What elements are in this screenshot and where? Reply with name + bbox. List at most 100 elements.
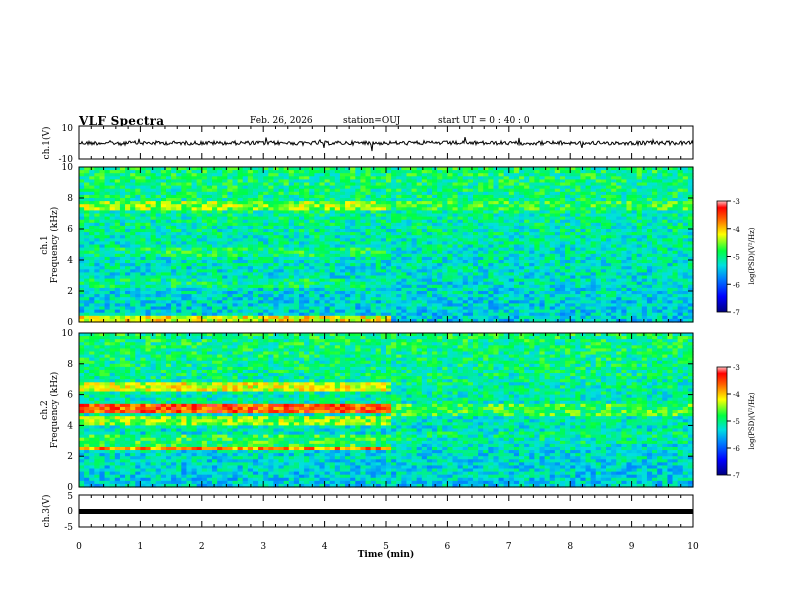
spectrogram-cell bbox=[201, 272, 208, 277]
spectrogram-cell bbox=[462, 201, 469, 205]
spectrogram-cell bbox=[421, 253, 428, 258]
spectrogram-cell bbox=[247, 213, 254, 218]
spectrogram-cell bbox=[416, 297, 423, 301]
spectrogram-cell bbox=[401, 291, 408, 295]
spectrogram-cell bbox=[401, 247, 408, 252]
spectrogram-cell bbox=[437, 300, 443, 304]
spectrogram-cell bbox=[140, 182, 147, 187]
spectrogram-cell bbox=[360, 204, 367, 208]
spectrogram-cell bbox=[370, 303, 377, 308]
spectrogram-cell bbox=[314, 207, 321, 211]
spectrogram-cell bbox=[258, 232, 264, 236]
spectrogram-cell bbox=[334, 300, 341, 304]
spectrogram-cell bbox=[140, 219, 147, 224]
spectrogram-cell bbox=[544, 306, 551, 311]
spectrogram-cell bbox=[493, 198, 500, 202]
spectrogram-cell bbox=[539, 300, 546, 304]
spectrogram-cell bbox=[160, 312, 167, 317]
spectrogram-cell bbox=[559, 250, 566, 255]
spectrogram-cell bbox=[396, 300, 402, 304]
spectrogram-cell bbox=[217, 294, 223, 298]
spectrogram-cell bbox=[222, 287, 228, 292]
spectrogram-cell bbox=[165, 201, 172, 205]
spectrogram-cell bbox=[145, 318, 152, 323]
spectrogram-cell bbox=[513, 287, 520, 292]
spectrogram-cell bbox=[181, 170, 188, 174]
spectrogram-cell bbox=[247, 219, 254, 224]
spectrogram-cell bbox=[549, 219, 556, 224]
spectrogram-cell bbox=[432, 278, 438, 283]
spectrogram-cell bbox=[176, 185, 182, 190]
spectrogram-cell bbox=[508, 247, 515, 252]
spectrogram-cell bbox=[544, 225, 551, 230]
spectrogram-cell bbox=[79, 232, 85, 236]
spectrogram-cell bbox=[217, 179, 223, 184]
spectrogram-cell bbox=[375, 247, 382, 252]
spectrogram-cell bbox=[155, 225, 162, 230]
spectrogram-cell bbox=[171, 216, 177, 221]
spectrogram-cell bbox=[130, 266, 136, 270]
spectrogram-cell bbox=[467, 204, 474, 208]
spectrogram-cell bbox=[365, 284, 372, 289]
spectrogram-cell bbox=[283, 269, 290, 273]
spectrogram-cell bbox=[462, 210, 469, 215]
spectrogram-cell bbox=[263, 194, 269, 199]
spectrogram-cell bbox=[324, 173, 331, 177]
spectrogram-cell bbox=[99, 219, 106, 224]
spectrogram-cell bbox=[237, 281, 244, 286]
spectrogram-cell bbox=[472, 281, 479, 286]
spectrogram-cell bbox=[483, 318, 489, 323]
spectrogram-cell bbox=[150, 256, 157, 261]
spectrogram-cell bbox=[539, 306, 546, 311]
spectrogram-cell bbox=[329, 167, 336, 171]
spectrogram-cell bbox=[304, 185, 310, 190]
spectrogram-cell bbox=[498, 278, 505, 283]
spectrogram-cell bbox=[309, 309, 315, 314]
spectrogram-cell bbox=[114, 216, 121, 221]
spectrogram-cell bbox=[549, 182, 556, 187]
spectrogram-cell bbox=[263, 291, 269, 295]
spectrogram-cell bbox=[391, 272, 397, 277]
spectrogram-cell bbox=[319, 222, 326, 227]
spectrogram-cell bbox=[488, 272, 495, 277]
spectrogram-cell bbox=[519, 238, 525, 242]
spectrogram-cell bbox=[247, 229, 254, 233]
spectrogram-cell bbox=[196, 318, 203, 323]
spectrogram-cell bbox=[242, 216, 249, 221]
spectrogram-cell bbox=[293, 269, 300, 273]
spectrogram-cell bbox=[232, 179, 239, 184]
spectrogram-cell bbox=[437, 173, 443, 177]
spectrogram-cell bbox=[217, 229, 223, 233]
spectrogram-cell bbox=[375, 204, 382, 208]
spectrogram-cell bbox=[79, 185, 85, 190]
spectrogram-cell bbox=[365, 244, 372, 249]
spectrogram-cell bbox=[416, 309, 423, 314]
spectrogram-cell bbox=[406, 238, 413, 242]
spectrogram-cell bbox=[252, 191, 259, 196]
spectrogram-cell bbox=[457, 182, 464, 187]
spectrogram-cell bbox=[339, 272, 346, 277]
spectrogram-cell bbox=[391, 278, 397, 283]
spectrogram-cell bbox=[437, 315, 443, 320]
spectrogram-cell bbox=[457, 194, 464, 199]
spectrogram-cell bbox=[432, 272, 438, 277]
spectrogram-cell bbox=[421, 167, 428, 171]
spectrogram-cell bbox=[273, 294, 280, 298]
spectrogram-cell bbox=[155, 297, 162, 301]
spectrogram-cell bbox=[421, 207, 428, 211]
spectrogram-cell bbox=[457, 170, 464, 174]
spectrogram-cell bbox=[109, 182, 116, 187]
spectrogram-cell bbox=[319, 201, 326, 205]
spectrogram-cell bbox=[519, 198, 525, 202]
spectrogram-cell bbox=[104, 176, 111, 180]
spectrogram-cell bbox=[135, 241, 141, 246]
spectrogram-cell bbox=[498, 291, 505, 295]
spectrogram-cell bbox=[513, 256, 520, 261]
spectrogram-cell bbox=[534, 253, 541, 258]
spectrogram-cell bbox=[488, 260, 495, 264]
spectrogram-cell bbox=[437, 306, 443, 311]
spectrogram-cell bbox=[278, 238, 285, 242]
spectrogram-cell bbox=[549, 294, 556, 298]
spectrogram-cell bbox=[447, 309, 454, 314]
spectrogram-cell bbox=[442, 210, 448, 215]
